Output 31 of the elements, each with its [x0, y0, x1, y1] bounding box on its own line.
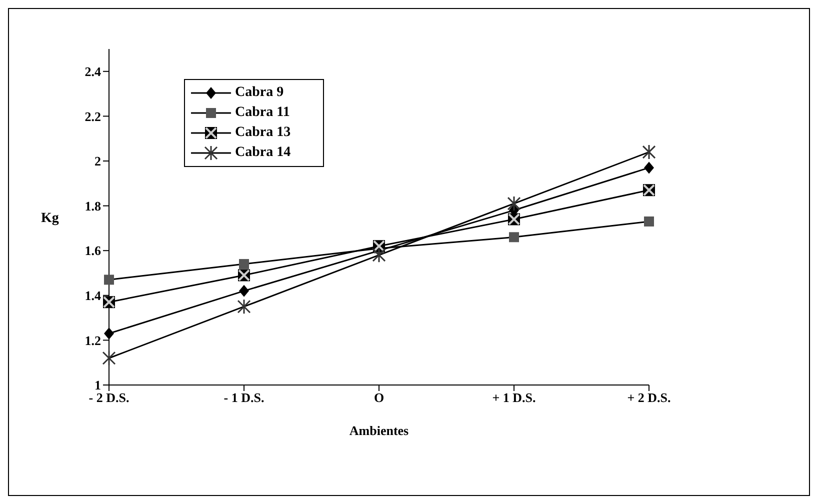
point — [239, 284, 249, 297]
point — [102, 350, 116, 366]
y-tick-label: 1.8 — [84, 198, 102, 214]
x-axis-title: Ambientes — [349, 423, 409, 438]
point — [644, 216, 654, 226]
point — [642, 144, 656, 160]
y-axis-title: Kg — [41, 210, 59, 226]
y-tick-label: 2 — [94, 154, 101, 169]
x-tick-label: + 2 D.S. — [627, 390, 671, 406]
y-tick-label: 1.6 — [84, 243, 102, 258]
point — [509, 232, 519, 242]
x-tick-label: + 1 D.S. — [492, 390, 536, 406]
point — [372, 247, 386, 263]
legend-label: Cabra 11 — [235, 105, 290, 121]
point — [507, 196, 521, 212]
y-tick-label: 2.4 — [84, 64, 102, 80]
point — [237, 298, 251, 314]
y-tick-label: 1 — [94, 378, 101, 393]
y-tick-label: 1.4 — [84, 288, 102, 304]
y-tick-label: 1.2 — [84, 332, 101, 348]
point — [644, 162, 654, 174]
point — [104, 274, 114, 285]
x-tick-label: O — [374, 390, 384, 406]
legend-label: Cabra 14 — [235, 145, 291, 161]
legend-label: Cabra 9 — [235, 85, 284, 101]
x-tick-label: - 2 D.S. — [88, 390, 130, 406]
legend-label: Cabra 13 — [235, 125, 291, 141]
point — [104, 327, 114, 340]
x-tick-label: - 1 D.S. — [224, 390, 264, 406]
y-tick-label: 2.2 — [84, 108, 101, 124]
point — [239, 259, 249, 270]
